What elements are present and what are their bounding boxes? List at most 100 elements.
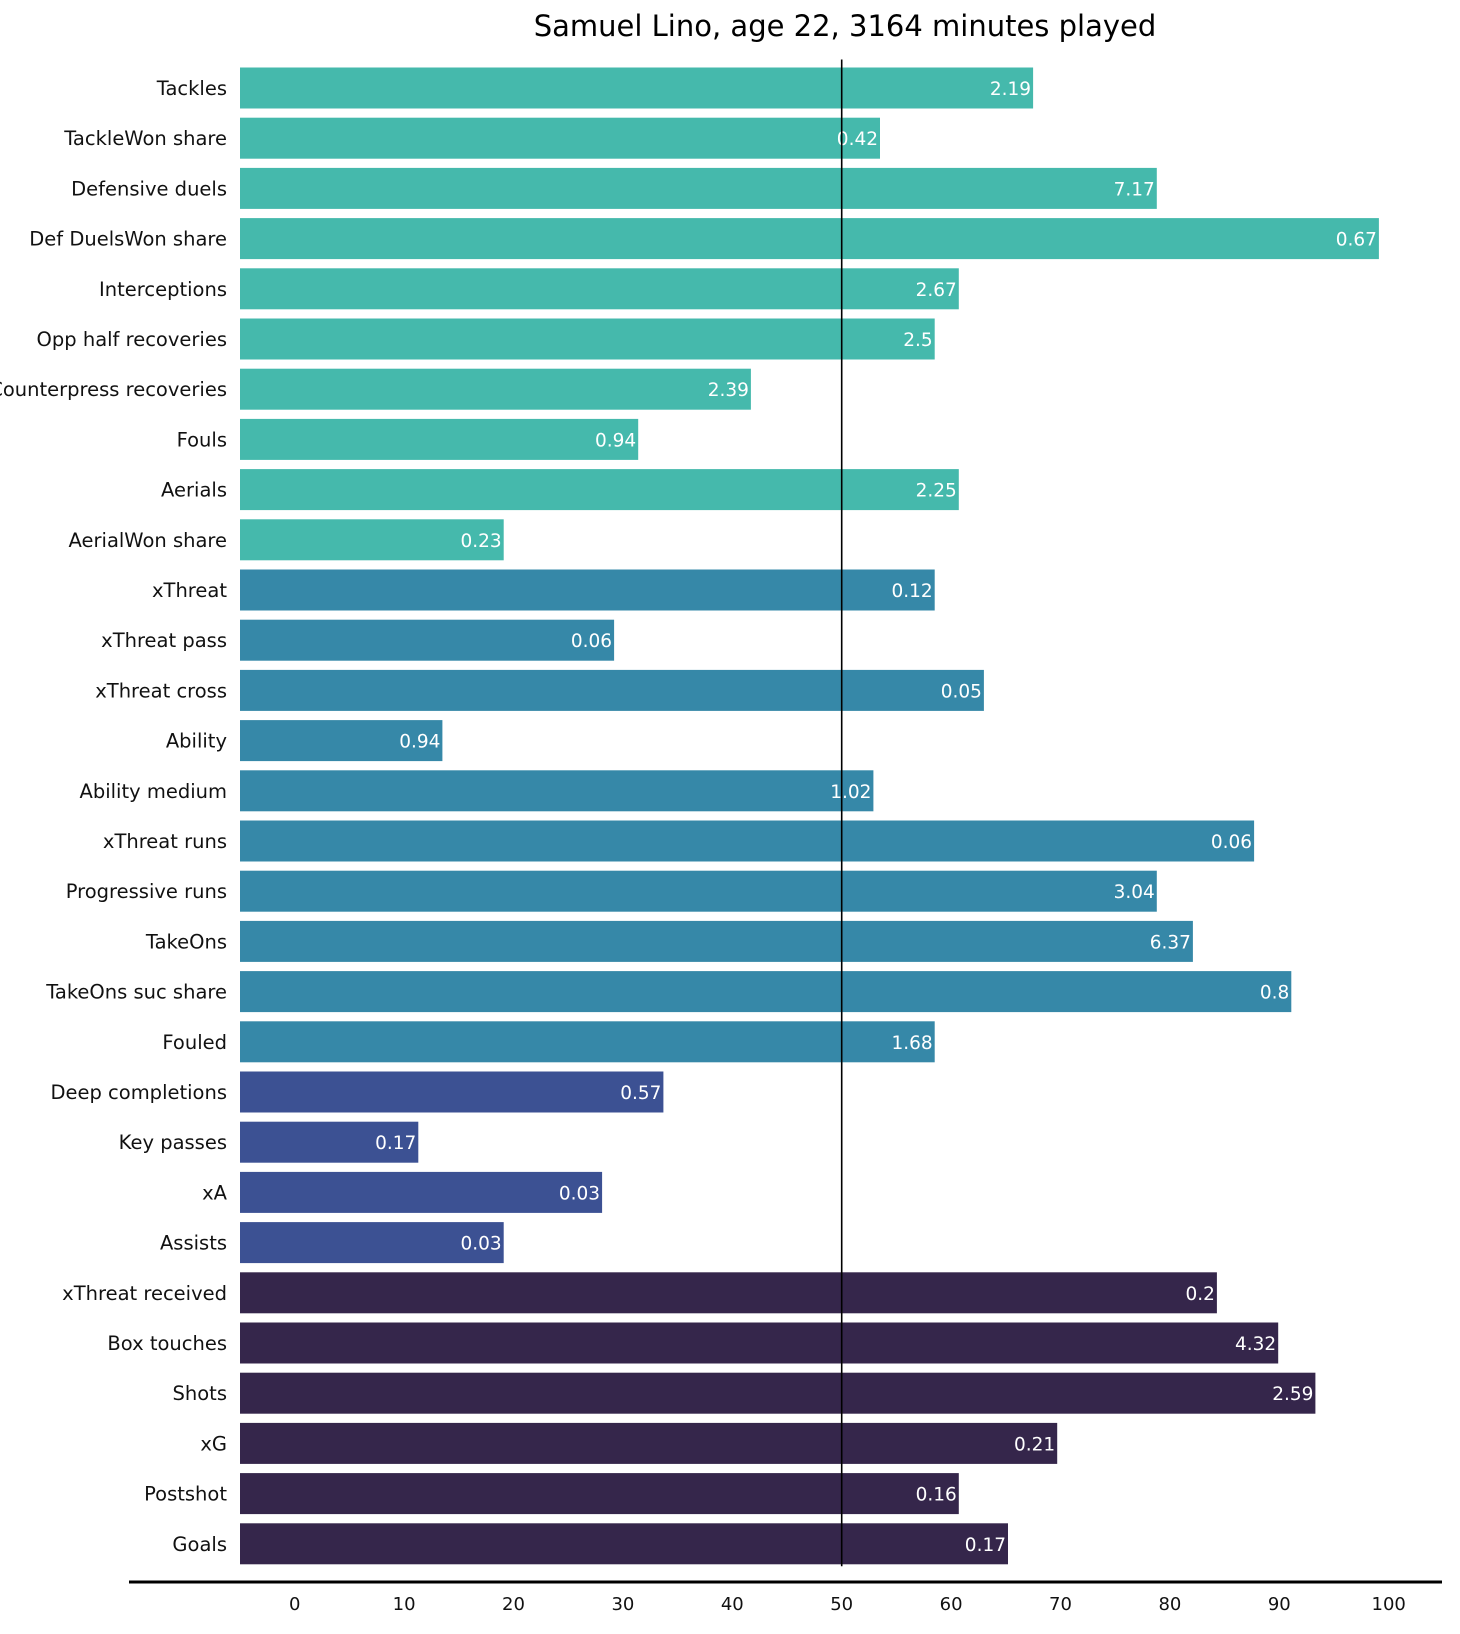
x-axis-ticks-group: 0 10 20 30 40 50 60 70 80 90 100 — [289, 1594, 1406, 1615]
value-label-takeons: 6.37 — [1150, 932, 1191, 953]
bar-postshot — [240, 1473, 959, 1515]
category-label-ability-medium: Ability medium — [80, 780, 228, 803]
bar-xa — [240, 1171, 603, 1213]
value-label-tackles: 2.19 — [990, 79, 1031, 100]
category-label-fouled: Fouled — [162, 1031, 227, 1054]
value-label-takeons-suc-share: 0.8 — [1260, 983, 1289, 1004]
category-label-deep-completions: Deep completions — [50, 1081, 227, 1104]
bar-takeons — [240, 920, 1193, 962]
bar-interceptions — [240, 268, 959, 310]
category-label-takeons-suc-share: TakeOns suc share — [45, 981, 227, 1004]
bar-aerials — [240, 469, 959, 511]
x-tick-label-20: 20 — [502, 1594, 525, 1615]
bar-xthreat-received — [240, 1272, 1217, 1314]
bar-defensive-duels — [240, 167, 1157, 209]
bar-ability-medium — [240, 770, 874, 812]
category-label-def-duelswon-share: Def DuelsWon share — [29, 228, 227, 251]
x-tick-label-30: 30 — [611, 1594, 634, 1615]
category-labels-group: Tackles TackleWon share Defensive duels Def… — [0, 77, 228, 1556]
bar-xthreat-pass — [240, 619, 615, 661]
category-label-aerials: Aerials — [161, 479, 227, 502]
category-label-takeons: TakeOns — [145, 930, 227, 953]
category-label-xthreat-pass: xThreat pass — [101, 629, 227, 652]
value-label-xa: 0.03 — [559, 1183, 600, 1204]
value-label-aerials: 2.25 — [916, 481, 957, 502]
value-label-xthreat-pass: 0.06 — [571, 631, 612, 652]
chart-title: Samuel Lino, age 22, 3164 minutes played — [534, 9, 1157, 43]
category-label-key-passes: Key passes — [119, 1131, 227, 1154]
bar-assists — [240, 1222, 504, 1264]
x-tick-label-80: 80 — [1158, 1594, 1181, 1615]
bar-counterpress-recoveries — [240, 368, 751, 410]
category-label-xthreat: xThreat — [152, 579, 227, 602]
bar-opp-half-recoveries — [240, 318, 935, 360]
value-label-interceptions: 2.67 — [916, 280, 957, 301]
value-label-xg: 0.21 — [1014, 1434, 1055, 1455]
category-label-opp-half-recoveries: Opp half recoveries — [37, 328, 227, 351]
value-label-defensive-duels: 7.17 — [1114, 179, 1155, 200]
bar-def-duelswon-share — [240, 218, 1379, 260]
category-label-counterpress-recoveries: Counterpress recoveries — [0, 378, 227, 401]
category-label-xthreat-received: xThreat received — [62, 1282, 227, 1305]
value-label-xthreat-runs: 0.06 — [1211, 832, 1252, 853]
value-label-ability-medium: 1.02 — [830, 782, 871, 803]
category-label-tackles: Tackles — [156, 77, 227, 100]
value-label-xthreat: 0.12 — [891, 581, 932, 602]
value-label-postshot: 0.16 — [916, 1485, 957, 1506]
category-label-shots: Shots — [173, 1382, 227, 1405]
category-label-defensive-duels: Defensive duels — [71, 177, 227, 200]
value-label-deep-completions: 0.57 — [620, 1083, 661, 1104]
category-label-box-touches: Box touches — [107, 1332, 227, 1355]
category-label-xa: xA — [202, 1181, 228, 1204]
category-label-aerialwon-share: AerialWon share — [69, 529, 227, 552]
category-label-ability: Ability — [166, 730, 227, 753]
bar-aerialwon-share — [240, 519, 504, 561]
value-label-assists: 0.03 — [460, 1234, 501, 1255]
value-label-progressive-runs: 3.04 — [1114, 882, 1155, 903]
category-label-xthreat-runs: xThreat runs — [103, 830, 227, 853]
bar-key-passes — [240, 1121, 419, 1163]
category-label-tacklewon-share: TackleWon share — [63, 127, 227, 150]
value-label-fouled: 1.68 — [891, 1033, 932, 1054]
bar-xg — [240, 1422, 1058, 1464]
value-label-box-touches: 4.32 — [1235, 1334, 1276, 1355]
value-label-opp-half-recoveries: 2.5 — [903, 330, 932, 351]
bar-progressive-runs — [240, 870, 1157, 912]
value-label-shots: 2.59 — [1272, 1384, 1313, 1405]
category-label-assists: Assists — [160, 1232, 227, 1255]
bars-group — [240, 67, 1379, 1565]
bar-takeons-suc-share — [240, 971, 1292, 1013]
bar-xthreat-runs — [240, 820, 1255, 862]
value-label-xthreat-received: 0.2 — [1185, 1284, 1214, 1305]
category-label-interceptions: Interceptions — [99, 278, 227, 301]
category-label-goals: Goals — [172, 1533, 227, 1556]
value-label-goals: 0.17 — [965, 1535, 1006, 1556]
category-label-xthreat-cross: xThreat cross — [95, 679, 227, 702]
category-label-postshot: Postshot — [144, 1483, 227, 1506]
x-tick-label-50: 50 — [830, 1594, 853, 1615]
bar-fouled — [240, 1021, 935, 1063]
value-label-tacklewon-share: 0.42 — [837, 129, 878, 150]
bar-deep-completions — [240, 1071, 664, 1113]
category-label-fouls: Fouls — [177, 428, 227, 451]
x-tick-label-100: 100 — [1372, 1594, 1406, 1615]
bar-xthreat — [240, 569, 935, 611]
bar-xthreat-cross — [240, 669, 984, 711]
x-tick-label-90: 90 — [1268, 1594, 1291, 1615]
value-label-def-duelswon-share: 0.67 — [1336, 230, 1377, 251]
x-tick-label-40: 40 — [721, 1594, 744, 1615]
x-tick-label-70: 70 — [1049, 1594, 1072, 1615]
category-label-progressive-runs: Progressive runs — [66, 880, 227, 903]
value-label-key-passes: 0.17 — [375, 1133, 416, 1154]
value-label-fouls: 0.94 — [595, 430, 636, 451]
bar-ability — [240, 720, 443, 762]
bar-goals — [240, 1523, 1008, 1565]
bar-tackles — [240, 67, 1034, 109]
x-tick-label-10: 10 — [393, 1594, 416, 1615]
value-label-counterpress-recoveries: 2.39 — [708, 380, 749, 401]
bar-tacklewon-share — [240, 117, 880, 159]
value-label-aerialwon-share: 0.23 — [460, 531, 501, 552]
bar-fouls — [240, 418, 639, 460]
